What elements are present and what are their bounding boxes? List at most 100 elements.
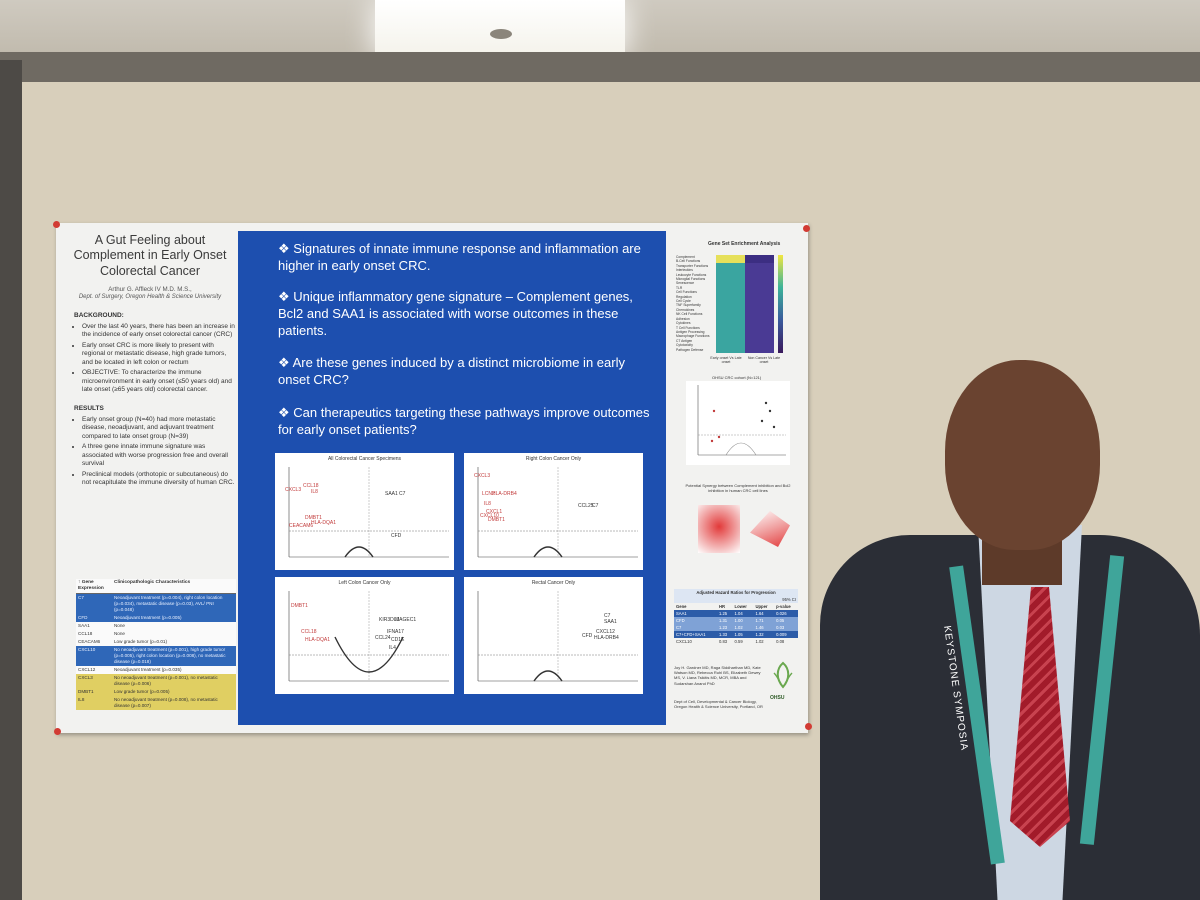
table-row: CCL18 None: [76, 630, 236, 639]
table-cell: C7+CFD+SAA1: [674, 631, 717, 638]
research-poster: A Gut Feeling about Complement in Early …: [53, 221, 812, 735]
gene-label: CXCL12: [596, 629, 615, 635]
gsea-row-label: Complement: [676, 255, 695, 259]
gene-label: C7: [399, 491, 406, 497]
table-row: CFD Neoadjuvant treatment (p=0.005): [76, 614, 236, 623]
gene-label: CFD: [582, 633, 593, 639]
key-point: ❖ Can therapeutics targeting these pathw…: [278, 405, 650, 437]
gsea-row-label: Interleukins: [676, 268, 693, 273]
gene-label: CFD: [391, 533, 402, 539]
ceiling-sprinkler: [490, 29, 512, 39]
gene-characteristics: Low grade tumor (p=0.01): [111, 638, 236, 647]
gene-label: CCL25: [578, 503, 594, 509]
volcano-axes: [288, 591, 449, 682]
gsea-row-labels: Complement B-Cell Functions Transporter Fu…: [676, 255, 716, 352]
gene-label: MAGEC1: [395, 617, 417, 623]
gene-characteristics: No neoadjuvant treatment (p=0.001), high…: [111, 646, 236, 667]
table-cell: 1.00: [732, 617, 754, 624]
gsea-row-label: Cell Functions: [676, 290, 697, 295]
gene-label: DMBT1: [305, 515, 322, 521]
key-point-text: Unique inflammatory gene signature – Com…: [278, 289, 633, 338]
synergy-title: Potential Synergy between Complement inh…: [685, 483, 791, 493]
table-row: C7 1.23 1.02 1.46 0.03: [674, 624, 798, 631]
key-point: ❖ Unique inflammatory gene signature – C…: [278, 289, 633, 338]
push-pin: [53, 221, 60, 228]
plot-title: Right Colon Cancer Only: [525, 456, 582, 462]
table-cell: 1.02: [732, 624, 754, 631]
table-cell: 1.71: [753, 617, 775, 624]
list-item: Early onset group (N=40) had more metast…: [82, 416, 236, 441]
gene-name: C7: [76, 593, 112, 615]
table-cell: 0.03: [774, 624, 798, 631]
table-cell: 0.026: [774, 610, 798, 617]
gene-characteristics: Low grade tumor (p=0.005): [111, 688, 236, 697]
gene-label: CCL24: [375, 635, 391, 641]
table-row: CFD 1.31 1.00 1.71 0.05: [674, 617, 798, 624]
list-item: Preclinical models (orthotopic or subcut…: [82, 471, 236, 488]
table-cell: 0.59: [734, 639, 743, 644]
results-list: Early onset group (N=40) had more metast…: [64, 416, 236, 488]
gsea-heatmap-top: [716, 255, 774, 263]
table-cell: 1.46: [753, 624, 775, 631]
volcano-plot: Right Colon Cancer Only CXCL3 LCN2 HLA-DRB4…: [464, 453, 643, 570]
gsea-row-label: Cytotoxicity: [676, 343, 693, 348]
gene-label: CD1E: [391, 637, 405, 643]
gene-label: CCL18: [301, 629, 317, 635]
poster-right-column: Gene Set Enrichment Analysis Complement B…: [668, 229, 802, 725]
table-row: CXCL10 No neoadjuvant treatment (p=0.001)…: [76, 646, 236, 667]
poster-main-panel: ❖ Signatures of innate immune response a…: [238, 231, 666, 725]
synergy-heatmap: [698, 505, 740, 553]
ohsu-logo-text: OHSU: [770, 695, 785, 701]
gsea-row-label: Adhesion: [676, 316, 690, 321]
gsea-row-label: Regulation: [676, 294, 692, 299]
gene-characteristics: None: [111, 622, 236, 631]
table-row: CXCL3 No neoadjuvant treatment (p=0.001),…: [76, 674, 236, 689]
gene-label: SAA1: [385, 491, 398, 497]
list-item: A three gene innate immune signature was…: [82, 443, 236, 468]
volcano-title: OHSU CRC cohort (N=121): [712, 375, 762, 380]
gsea-row-label: T Cell Functions: [676, 325, 700, 330]
hazard-ratio-table: Adjusted Hazard Ratios for Progression 9…: [674, 589, 798, 645]
gene-name: CXCL3: [76, 674, 112, 689]
gsea-row-label: Leukocyte Functions: [676, 272, 707, 277]
ohsu-volcano-plot: [686, 381, 790, 465]
list-item: Over the last 40 years, there has been a…: [82, 323, 236, 340]
table-header: p-value: [776, 604, 791, 609]
gene-characteristics: Neoadjuvant treatment (p=0.035): [111, 666, 236, 675]
table-cell: 0.009: [774, 631, 798, 638]
table-header-row: ↑ Gene Expression Clinicopathologic Char…: [76, 579, 236, 595]
table-header: Gene: [676, 604, 687, 609]
gene-label: HLA-DQA1: [305, 637, 331, 643]
volcano-curve: [334, 636, 404, 673]
gene-name: CXCL12: [76, 666, 112, 675]
table-cell: 1.31: [716, 617, 733, 624]
volcano-curve: [533, 546, 563, 558]
gene-label: CCL18: [303, 483, 319, 489]
table-cell: 1.33: [716, 631, 733, 638]
table-header: Clinicopathologic Characteristics: [111, 579, 236, 595]
poster-dept: Dept. of Surgery, Oregon Health & Scienc…: [78, 293, 222, 300]
table-cell: 1.04: [732, 610, 754, 617]
heatmap-colorbar: [778, 255, 783, 353]
gene-characteristics: None: [111, 630, 236, 639]
plot-title: Rectal Cancer Only: [531, 580, 576, 586]
key-point-text: Signatures of innate immune response and…: [278, 241, 641, 273]
gene-label: IL8: [311, 489, 318, 495]
gsea-row-label: Transporter Functions: [676, 263, 709, 268]
gene-label: C7: [592, 503, 599, 509]
volcano-plot: Rectal Cancer Only C7 SAA1 CXCL12 CFD HLA-DRB…: [464, 577, 643, 694]
gene-label: C7: [604, 613, 611, 619]
gsea-row-label: Antigen Processing: [676, 329, 705, 334]
table-cell: SAA1: [674, 610, 717, 617]
volcano-axes: [477, 591, 638, 682]
table-title-row: Adjusted Hazard Ratios for Progression: [674, 589, 798, 596]
gsea-row-label: Senescence: [676, 281, 695, 286]
table-row: SAA1 None: [76, 622, 236, 631]
table-header: ↑ Gene Expression: [76, 579, 112, 595]
key-point-text: Are these genes induced by a distinct mi…: [278, 355, 625, 387]
gene-characteristics: Neoadjuvant treatment (p=0.004), right c…: [111, 593, 236, 615]
gsea-row-label: B-Cell Functions: [676, 259, 701, 264]
table-cell: C7: [674, 624, 717, 631]
poster-authors: Arthur G. Affleck IV M.D. M.S.,: [108, 285, 192, 293]
background-heading: BACKGROUND:: [74, 311, 124, 319]
